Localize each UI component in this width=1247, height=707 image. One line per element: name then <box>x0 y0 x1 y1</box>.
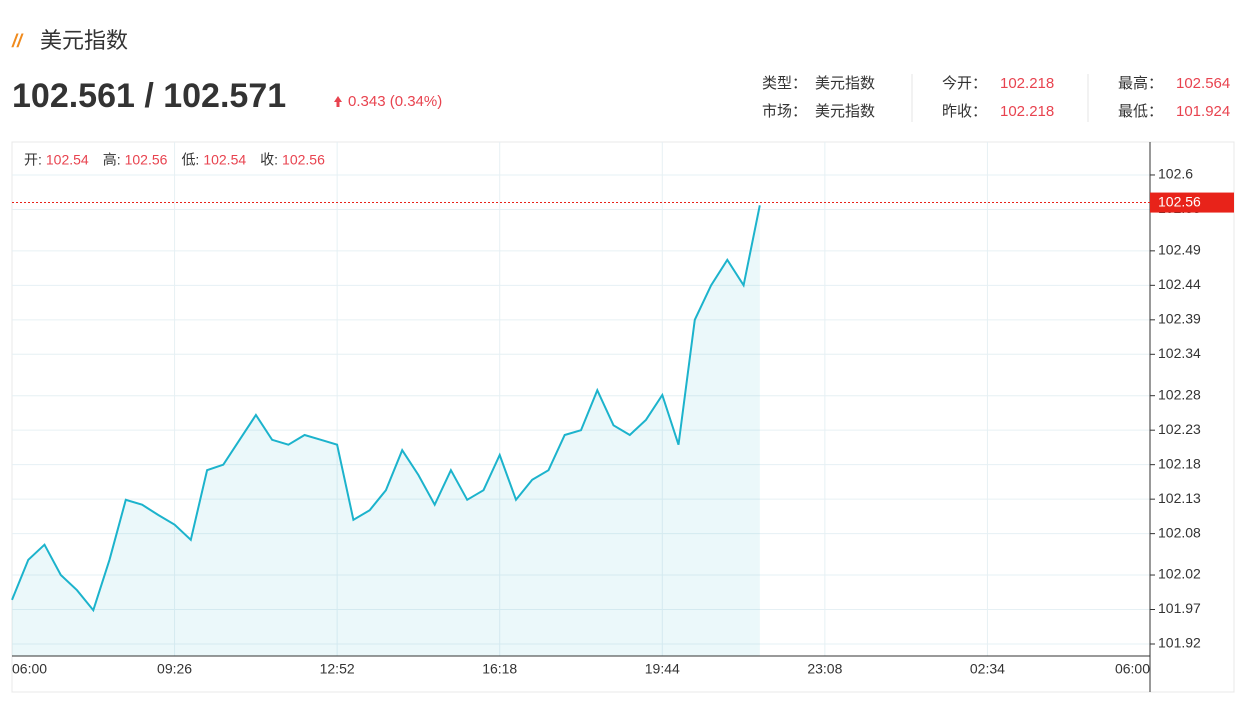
ohlc-value: 102.56 <box>125 152 168 168</box>
x-tick-label: 23:08 <box>807 661 842 677</box>
y-tick-label: 102.39 <box>1158 311 1201 327</box>
y-tick-label: 102.28 <box>1158 386 1201 402</box>
ohlc-value: 102.56 <box>282 152 325 168</box>
info-label: 市场： <box>762 103 807 120</box>
ohlc-value: 102.54 <box>46 152 89 168</box>
y-tick-label: 102.18 <box>1158 455 1201 471</box>
y-tick-label: 102.49 <box>1158 242 1201 258</box>
y-tick-label: 102.34 <box>1158 345 1201 361</box>
line <box>11 205 761 613</box>
info-value: 102.218 <box>1000 75 1054 92</box>
info-value: 美元指数 <box>815 103 875 120</box>
y-tick-label: 102.23 <box>1158 421 1201 437</box>
price-label: 102.56 <box>1158 193 1201 209</box>
x-tick-label: 02:34 <box>970 661 1005 677</box>
up-arrow <box>334 96 342 107</box>
ohlc-label: 开: <box>24 152 42 168</box>
ohlc-label: 低: <box>181 152 199 168</box>
ohlc-label: 高: <box>103 152 121 168</box>
info-value: 102.218 <box>1000 103 1054 120</box>
x-tick-label: 09:26 <box>157 661 192 677</box>
info-label: 昨收： <box>942 103 987 120</box>
chart-frame <box>11 141 1235 693</box>
area <box>12 205 760 657</box>
ohlc-label: 收: <box>260 152 278 168</box>
info-label: 最高： <box>1118 75 1163 92</box>
info-value: 101.924 <box>1176 103 1230 120</box>
info-label: 最低： <box>1118 103 1163 120</box>
info-value: 102.564 <box>1176 75 1230 92</box>
y-tick-label: 102.02 <box>1158 566 1201 582</box>
y-tick-label: 102.13 <box>1158 490 1201 506</box>
y-tick-label: 102.6 <box>1158 166 1193 182</box>
y-tick-label: 102.44 <box>1158 276 1201 292</box>
logo: // <box>11 31 24 51</box>
title: 美元指数 <box>40 28 128 53</box>
x-tick-label: 06:00 <box>1115 661 1150 677</box>
x-tick-label: 12:52 <box>320 661 355 677</box>
info-label: 类型： <box>762 75 807 92</box>
y-tick-label: 102.08 <box>1158 524 1201 540</box>
info-value: 美元指数 <box>815 75 875 92</box>
info-label: 今开： <box>942 75 987 92</box>
price: 102.561 / 102.571 <box>12 77 286 115</box>
x-tick-label: 16:18 <box>482 661 517 677</box>
y-tick-label: 101.92 <box>1158 635 1201 651</box>
y-tick-label: 101.97 <box>1158 600 1201 616</box>
x-tick-label: 19:44 <box>645 661 680 677</box>
ohlc-value: 102.54 <box>203 152 246 168</box>
change: 0.343 (0.34%) <box>348 93 442 110</box>
x-tick-label: 06:00 <box>12 661 47 677</box>
price-label-bg <box>1150 192 1234 213</box>
